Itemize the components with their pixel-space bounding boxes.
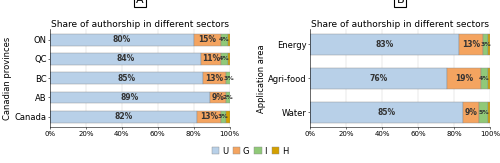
Text: 13%: 13% bbox=[462, 40, 480, 49]
Bar bbox=[228, 34, 230, 46]
Bar bbox=[202, 72, 226, 84]
Bar bbox=[488, 102, 490, 123]
Bar bbox=[310, 68, 447, 89]
Bar bbox=[488, 34, 490, 55]
Text: 85%: 85% bbox=[378, 108, 396, 117]
Bar bbox=[198, 111, 220, 123]
Text: A: A bbox=[136, 0, 143, 5]
Bar bbox=[479, 102, 488, 123]
Y-axis label: Application area: Application area bbox=[256, 44, 266, 113]
Bar bbox=[226, 72, 232, 84]
Text: 76%: 76% bbox=[370, 74, 388, 83]
Bar bbox=[50, 91, 210, 104]
Bar bbox=[310, 34, 460, 55]
Text: 3%: 3% bbox=[224, 76, 234, 81]
Bar bbox=[232, 72, 233, 84]
Text: 9%: 9% bbox=[212, 93, 224, 102]
Text: 9%: 9% bbox=[464, 108, 477, 117]
Bar bbox=[226, 111, 230, 123]
Text: 83%: 83% bbox=[376, 40, 394, 49]
Text: 85%: 85% bbox=[118, 74, 136, 83]
Bar bbox=[194, 34, 220, 46]
Text: 4%: 4% bbox=[219, 37, 230, 42]
Text: 4%: 4% bbox=[219, 57, 230, 61]
Text: 4%: 4% bbox=[479, 76, 490, 81]
Bar bbox=[488, 68, 490, 89]
Text: 5%: 5% bbox=[478, 110, 489, 115]
Bar bbox=[447, 68, 481, 89]
Bar bbox=[50, 111, 198, 123]
Bar bbox=[310, 102, 463, 123]
Bar bbox=[210, 91, 226, 104]
Text: 3%: 3% bbox=[480, 42, 491, 47]
Text: 3%: 3% bbox=[218, 114, 228, 119]
Bar bbox=[228, 53, 230, 65]
Bar bbox=[220, 34, 228, 46]
Bar bbox=[220, 111, 226, 123]
Text: 15%: 15% bbox=[198, 35, 216, 44]
Bar bbox=[226, 91, 230, 104]
Bar bbox=[483, 34, 488, 55]
Bar bbox=[463, 102, 479, 123]
Text: 80%: 80% bbox=[112, 35, 131, 44]
Bar bbox=[50, 72, 203, 84]
Bar bbox=[50, 53, 201, 65]
Text: 2%: 2% bbox=[222, 95, 233, 100]
Bar bbox=[201, 53, 220, 65]
Legend: U, G, I, H: U, G, I, H bbox=[208, 143, 292, 159]
Text: B: B bbox=[396, 0, 404, 5]
Bar bbox=[220, 53, 228, 65]
Bar bbox=[50, 34, 194, 46]
Text: 84%: 84% bbox=[116, 54, 134, 64]
Text: 19%: 19% bbox=[455, 74, 473, 83]
Text: 13%: 13% bbox=[206, 74, 224, 83]
Text: 82%: 82% bbox=[114, 112, 133, 121]
Text: 89%: 89% bbox=[121, 93, 139, 102]
Title: Share of authorship in different sectors: Share of authorship in different sectors bbox=[311, 20, 489, 29]
Bar bbox=[481, 68, 488, 89]
Text: 11%: 11% bbox=[202, 54, 220, 64]
Title: Share of authorship in different sectors: Share of authorship in different sectors bbox=[51, 20, 229, 29]
Bar bbox=[460, 34, 483, 55]
Text: 13%: 13% bbox=[200, 112, 218, 121]
Y-axis label: Canadian provinces: Canadian provinces bbox=[2, 37, 12, 120]
